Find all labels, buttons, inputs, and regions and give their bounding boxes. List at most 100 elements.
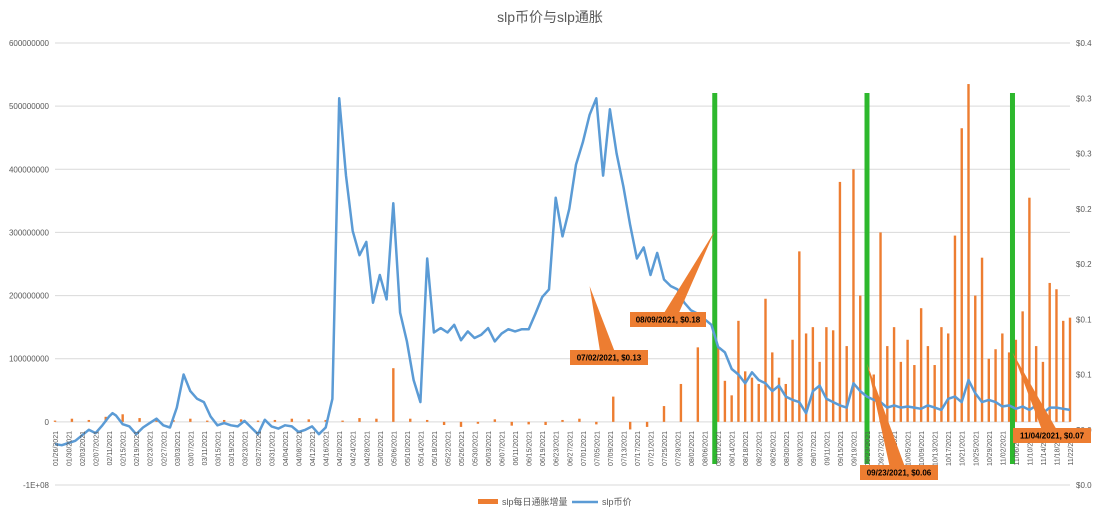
inflation-bar (723, 380, 727, 422)
inflation-bar (155, 419, 158, 422)
inflation-bar (510, 421, 513, 426)
inflation-bar (974, 295, 977, 422)
inflation-bar (290, 418, 294, 422)
y-left-tick-label: 100000000 (9, 355, 50, 364)
inflation-bar (744, 371, 747, 422)
inflation-bar (933, 365, 936, 422)
inflation-bar (852, 169, 855, 422)
inflation-bar (811, 327, 815, 422)
x-tick-label: 03/15/2021 (215, 431, 222, 466)
x-tick-label: 09/07/2021 (811, 431, 818, 466)
inflation-bar (845, 346, 848, 422)
inflation-bar (899, 361, 903, 422)
inflation-bar (476, 421, 480, 424)
x-tick-label: 02/23/2021 (148, 431, 155, 466)
callout-label: 08/09/2021, $0.18 (636, 316, 701, 325)
x-tick-label: 01/26/2021 (53, 431, 60, 466)
y-right-tick-label: $0.3 (1076, 94, 1092, 103)
inflation-bar (1028, 197, 1031, 422)
inflation-bar (53, 420, 57, 422)
x-tick-label: 02/27/2021 (161, 431, 168, 466)
price-series-line (54, 97, 1071, 447)
inflation-bar (138, 418, 141, 422)
inflation-bar (324, 419, 327, 422)
x-tick-label: 05/14/2021 (418, 431, 425, 466)
inflation-bar (737, 320, 740, 422)
legend-swatch-inflation (478, 499, 498, 504)
x-tick-label: 05/10/2021 (405, 431, 412, 466)
price-line (54, 97, 1071, 447)
x-tick-label: 03/11/2021 (202, 431, 209, 466)
reference-lines (712, 93, 1015, 464)
y-right-tick-label: $0.2 (1076, 260, 1092, 269)
inflation-bar (730, 395, 733, 422)
x-tick-label: 09/15/2021 (838, 431, 845, 466)
inflation-bar (595, 421, 598, 425)
callout-pointer (1012, 352, 1060, 436)
x-tick-label: 07/29/2021 (676, 431, 683, 466)
inflation-bars (53, 84, 1072, 430)
y-right-tick-label: $0.1 (1076, 371, 1092, 380)
x-tick-label: 05/06/2021 (391, 431, 398, 466)
inflation-bar (87, 419, 91, 422)
x-tick-label: 04/28/2021 (364, 431, 371, 466)
x-tick-label: 02/11/2021 (107, 431, 114, 466)
x-tick-label: 09/11/2021 (824, 431, 831, 466)
y-left-tick-label: 0 (45, 418, 50, 427)
x-tick-label: 07/01/2021 (581, 431, 588, 466)
inflation-bar (906, 339, 909, 422)
y-right-tick-label: $0.4 (1076, 39, 1092, 48)
x-tick-label: 06/11/2021 (513, 431, 520, 466)
x-tick-label: 05/22/2021 (445, 431, 452, 466)
x-tick-label: 05/30/2021 (473, 431, 480, 466)
x-tick-label: 03/07/2021 (188, 431, 195, 466)
x-tick-label: 02/03/2021 (80, 431, 87, 466)
inflation-bar (947, 333, 950, 422)
inflation-bar (926, 346, 930, 422)
x-tick-label: 08/30/2021 (784, 431, 791, 466)
inflation-bar (1021, 311, 1024, 422)
chart-title: slp币价与slp通胀 (497, 9, 603, 25)
inflation-bar (273, 419, 277, 422)
inflation-bar (425, 419, 429, 422)
inflation-bar (645, 421, 649, 427)
y-left-tick-label: 200000000 (9, 292, 50, 301)
inflation-bar (239, 419, 243, 422)
inflation-bar (1034, 346, 1038, 422)
x-tick-label: 06/23/2021 (554, 431, 561, 466)
x-tick-label: 10/17/2021 (946, 431, 953, 466)
x-tick-label: 07/05/2021 (594, 431, 601, 466)
inflation-bar (561, 419, 564, 422)
inflation-bar (892, 327, 896, 422)
inflation-bar (980, 257, 984, 422)
inflation-bar (662, 406, 666, 422)
x-tick-label: 07/09/2021 (608, 431, 615, 466)
inflation-bar (859, 295, 862, 422)
x-tick-label: 09/19/2021 (851, 431, 858, 466)
inflation-bar (1062, 320, 1065, 422)
x-tick-label: 08/18/2021 (743, 431, 750, 466)
inflation-bar (1055, 289, 1058, 422)
callout-box (860, 465, 938, 480)
callout-box (630, 312, 706, 327)
inflation-bar (913, 365, 916, 422)
inflation-bar (375, 418, 378, 422)
x-tick-label: 01/30/2021 (67, 431, 74, 466)
inflation-bar (804, 333, 808, 422)
x-tick-label: 06/15/2021 (527, 431, 534, 466)
x-tick-label: 09/03/2021 (797, 431, 804, 466)
x-tick-label: 03/23/2021 (242, 431, 249, 466)
y-left-tick-label: -1E+08 (23, 481, 50, 490)
y-right-tick-label: $0.0 (1076, 481, 1092, 490)
callout-label: 11/04/2021, $0.07 (1020, 432, 1085, 441)
inflation-bar (791, 339, 794, 422)
inflation-bar (771, 352, 774, 422)
x-tick-label: 08/10/2021 (716, 431, 723, 466)
inflation-bar (442, 421, 446, 426)
y-right-tick-label: $0.1 (1076, 315, 1092, 324)
inflation-bar (409, 418, 412, 422)
inflation-bar (825, 327, 828, 422)
y-axis-left: 600000000 500000000 400000000 300000000 2000… (9, 39, 50, 490)
inflation-bar (527, 421, 530, 425)
